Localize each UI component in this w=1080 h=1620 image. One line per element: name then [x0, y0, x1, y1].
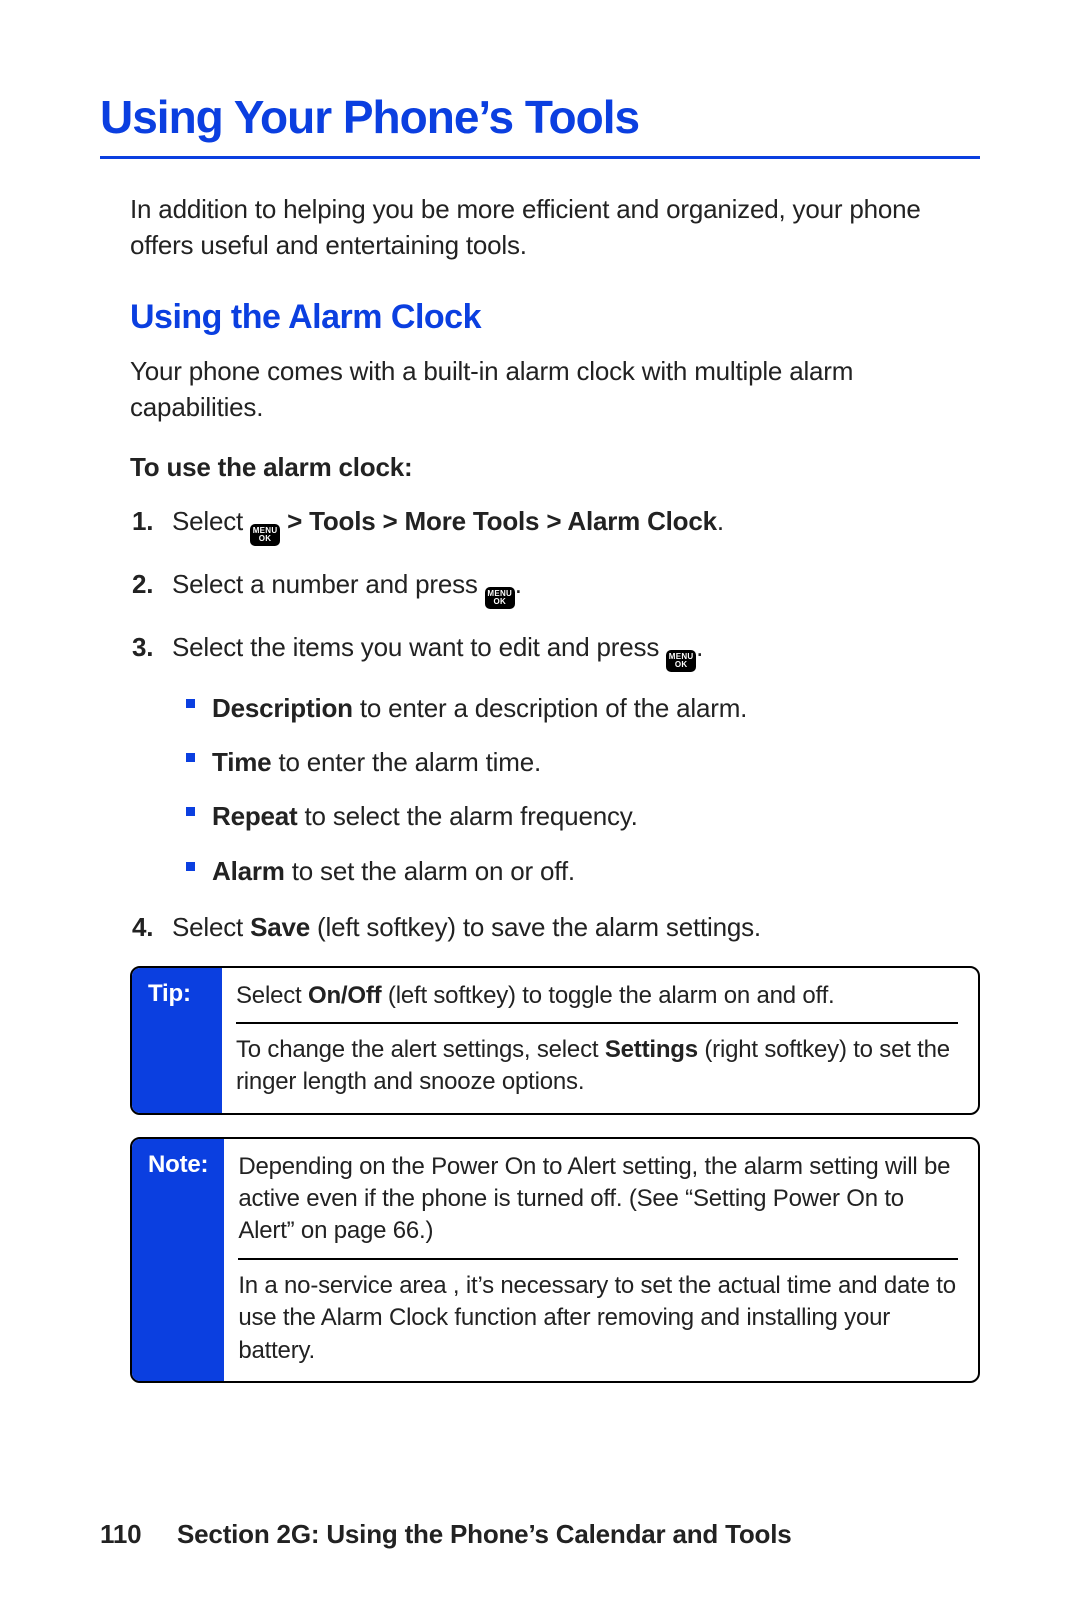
- subitem-term: Repeat: [212, 801, 298, 831]
- subitem-rest: to enter a description of the alarm.: [353, 693, 747, 723]
- note-label: Note:: [132, 1139, 224, 1381]
- step-text-pre: Select: [172, 912, 250, 942]
- menu-ok-key-icon: MENUOK: [666, 650, 696, 672]
- page-footer: 110 Section 2G: Using the Phone’s Calend…: [100, 1519, 792, 1550]
- chapter-title: Using Your Phone’s Tools: [100, 90, 980, 144]
- step-number: 3.: [132, 629, 153, 665]
- subitem-repeat: Repeat to select the alarm frequency.: [212, 798, 980, 834]
- tip-body: Select On/Off (left softkey) to toggle t…: [222, 968, 978, 1113]
- subitem-term: Alarm: [212, 856, 285, 886]
- note-paragraph-2: In a no-service area , it’s necessary to…: [238, 1270, 958, 1367]
- step-text-pre: Select a number and press: [172, 569, 485, 599]
- step-1-path: > Tools > More Tools > Alarm Clock: [280, 506, 717, 536]
- step-number: 2.: [132, 566, 153, 602]
- tip-paragraph-2: To change the alert settings, select Set…: [236, 1034, 958, 1099]
- step-number: 4.: [132, 909, 153, 945]
- tip-callout: Tip: Select On/Off (left softkey) to tog…: [130, 966, 980, 1115]
- note-body: Depending on the Power On to Alert setti…: [224, 1139, 978, 1381]
- callout-divider: [236, 1022, 958, 1024]
- square-bullet-icon: [186, 753, 195, 762]
- step-3: 3. Select the items you want to edit and…: [172, 629, 980, 890]
- step-4: 4. Select Save (left softkey) to save th…: [172, 909, 980, 945]
- subitem-term: Time: [212, 747, 271, 777]
- subitem-rest: to set the alarm on or off.: [285, 856, 575, 886]
- section-title-alarm-clock: Using the Alarm Clock: [100, 298, 980, 337]
- title-rule: [100, 156, 980, 159]
- subitem-rest: to enter the alarm time.: [271, 747, 541, 777]
- tip-paragraph-1: Select On/Off (left softkey) to toggle t…: [236, 980, 958, 1012]
- square-bullet-icon: [186, 807, 195, 816]
- subitem-time: Time to enter the alarm time.: [212, 744, 980, 780]
- step-text-post: .: [696, 632, 703, 662]
- note-paragraph-1: Depending on the Power On to Alert setti…: [238, 1151, 958, 1248]
- subitem-term: Description: [212, 693, 353, 723]
- step-text-post: .: [515, 569, 522, 599]
- footer-section-label: Section 2G: Using the Phone’s Calendar a…: [177, 1519, 792, 1549]
- steps-list: 1. Select MENUOK > Tools > More Tools > …: [100, 503, 980, 946]
- menu-ok-key-icon: MENUOK: [485, 587, 515, 609]
- step-text-post: (left softkey) to save the alarm setting…: [310, 912, 761, 942]
- square-bullet-icon: [186, 862, 195, 871]
- step-4-bold: Save: [250, 912, 310, 942]
- menu-ok-key-icon: MENUOK: [250, 524, 280, 546]
- note-callout: Note: Depending on the Power On to Alert…: [130, 1137, 980, 1383]
- step-text-post: .: [717, 506, 724, 536]
- manual-page: Using Your Phone’s Tools In addition to …: [0, 0, 1080, 1620]
- page-number: 110: [100, 1519, 170, 1550]
- step-2: 2. Select a number and press MENUOK.: [172, 566, 980, 609]
- intro-paragraph: In addition to helping you be more effic…: [100, 191, 980, 264]
- step-number: 1.: [132, 503, 153, 539]
- section-lead: Your phone comes with a built-in alarm c…: [100, 353, 980, 426]
- step-1: 1. Select MENUOK > Tools > More Tools > …: [172, 503, 980, 546]
- step-text-pre: Select the items you want to edit and pr…: [172, 632, 666, 662]
- callout-divider: [238, 1258, 958, 1260]
- howto-label: To use the alarm clock:: [100, 452, 980, 483]
- subitem-description: Description to enter a description of th…: [212, 690, 980, 726]
- step-3-sublist: Description to enter a description of th…: [172, 690, 980, 890]
- subitem-alarm: Alarm to set the alarm on or off.: [212, 853, 980, 889]
- tip-label: Tip:: [132, 968, 222, 1113]
- step-text-pre: Select: [172, 506, 250, 536]
- square-bullet-icon: [186, 699, 195, 708]
- subitem-rest: to select the alarm frequency.: [298, 801, 638, 831]
